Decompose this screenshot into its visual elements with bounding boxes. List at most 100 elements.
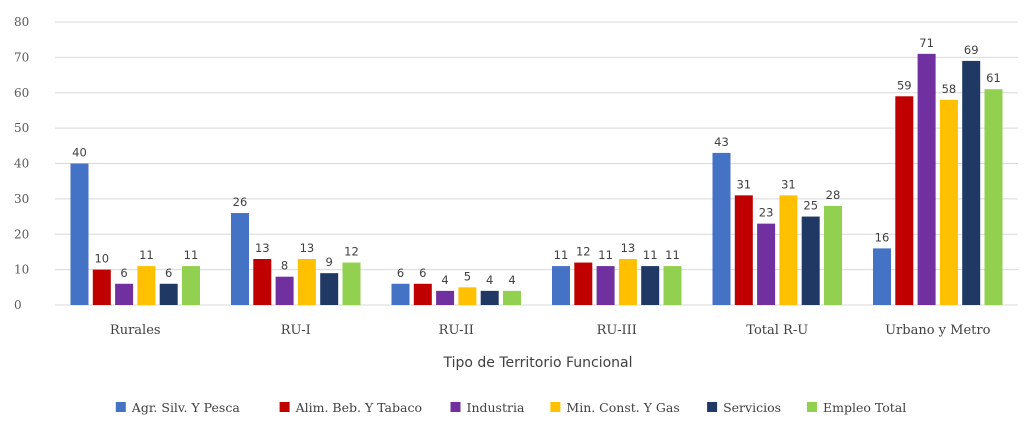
bar <box>413 283 432 305</box>
bar <box>824 205 842 305</box>
gridlines <box>55 21 1018 306</box>
legend-swatch <box>807 402 817 412</box>
data-label: 11 <box>598 248 613 262</box>
legend-swatch <box>450 402 461 412</box>
bar <box>552 266 570 305</box>
data-label: 6 <box>419 266 426 280</box>
bar <box>503 290 521 305</box>
data-label: 31 <box>781 177 796 191</box>
category-label: RU-I <box>281 323 311 338</box>
data-label: 10 <box>94 252 109 266</box>
x-axis-title: Tipo de Territorio Funcional <box>442 355 632 371</box>
data-label: 11 <box>643 248 658 262</box>
data-label: 28 <box>826 188 841 202</box>
bar <box>342 262 361 305</box>
data-label: 12 <box>344 245 359 259</box>
category-label: Rurales <box>110 323 161 338</box>
y-tick-label: 50 <box>14 121 29 135</box>
legend-swatch <box>550 402 561 412</box>
data-label: 9 <box>326 255 333 269</box>
y-tick-label: 80 <box>14 15 29 29</box>
data-label: 59 <box>897 78 912 92</box>
bar <box>436 290 455 305</box>
data-label: 69 <box>964 43 979 57</box>
data-label: 11 <box>139 248 154 262</box>
category-label: Total R-U <box>746 323 808 338</box>
data-label: 16 <box>875 230 890 244</box>
data-label: 58 <box>942 82 957 96</box>
data-label: 40 <box>72 146 87 160</box>
bar <box>159 283 178 305</box>
bar <box>92 269 111 305</box>
bar <box>801 216 820 305</box>
legend-swatch <box>279 402 290 412</box>
bar <box>917 53 936 306</box>
data-label: 6 <box>120 266 127 280</box>
data-label: 11 <box>184 248 199 262</box>
data-label: 13 <box>255 241 270 255</box>
legend-item: Servicios <box>707 400 781 415</box>
y-tick-label: 10 <box>14 263 29 277</box>
legend-item: Industria <box>450 400 525 415</box>
bar <box>641 266 660 305</box>
bar <box>939 99 958 305</box>
legend-item: Min. Const. Y Gas <box>550 400 680 415</box>
x-axis: Rurales RU-I RU-II RU-III Total R-U Urbano y … <box>110 323 991 338</box>
bar <box>70 163 89 305</box>
y-tick-label: 0 <box>14 298 22 312</box>
bar <box>712 152 731 305</box>
data-label: 61 <box>986 71 1001 85</box>
bar <box>895 96 914 305</box>
bar <box>734 195 753 305</box>
bars <box>70 53 1003 306</box>
y-tick-label: 70 <box>14 50 29 64</box>
bar <box>391 283 410 305</box>
data-label: 4 <box>508 273 515 287</box>
data-label: 5 <box>464 269 471 283</box>
bar <box>137 266 156 305</box>
data-label: 23 <box>759 206 774 220</box>
bar <box>320 273 339 305</box>
legend-label: Industria <box>467 400 525 415</box>
legend: Agr. Silv. Y Pesca Alim. Beb. Y Tabaco Ind… <box>115 400 906 415</box>
bar <box>596 266 615 305</box>
data-label: 11 <box>665 248 680 262</box>
data-label: 26 <box>233 195 248 209</box>
legend-swatch <box>707 402 718 412</box>
bar <box>275 276 294 305</box>
data-label: 4 <box>441 273 448 287</box>
bar <box>115 283 134 305</box>
bar <box>757 223 776 305</box>
bar <box>873 248 891 305</box>
data-label: 13 <box>300 241 315 255</box>
legend-label: Servicios <box>723 400 781 415</box>
category-label: RU-II <box>439 323 474 338</box>
legend-label: Min. Const. Y Gas <box>566 400 679 415</box>
data-label: 4 <box>486 273 493 287</box>
y-tick-label: 30 <box>14 192 29 206</box>
data-label: 31 <box>736 177 751 191</box>
category-label: RU-III <box>597 323 637 338</box>
legend-swatch <box>115 402 126 412</box>
legend-item: Empleo Total <box>807 400 906 415</box>
category-label: Urbano y Metro <box>885 323 990 338</box>
bar <box>618 259 637 305</box>
bar <box>297 259 316 305</box>
y-tick-label: 60 <box>14 86 29 100</box>
data-label: 8 <box>281 259 288 273</box>
bar <box>574 262 593 305</box>
bar <box>458 287 477 305</box>
bar <box>253 259 272 305</box>
bar <box>663 266 682 305</box>
bar <box>962 60 981 305</box>
legend-item: Alim. Beb. Y Tabaco <box>279 400 422 415</box>
bar <box>182 266 200 305</box>
data-label: 6 <box>165 266 172 280</box>
data-label: 43 <box>714 135 729 149</box>
bar <box>984 89 1003 306</box>
data-label: 13 <box>621 241 636 255</box>
data-label: 6 <box>397 266 404 280</box>
data-label: 71 <box>919 36 934 50</box>
